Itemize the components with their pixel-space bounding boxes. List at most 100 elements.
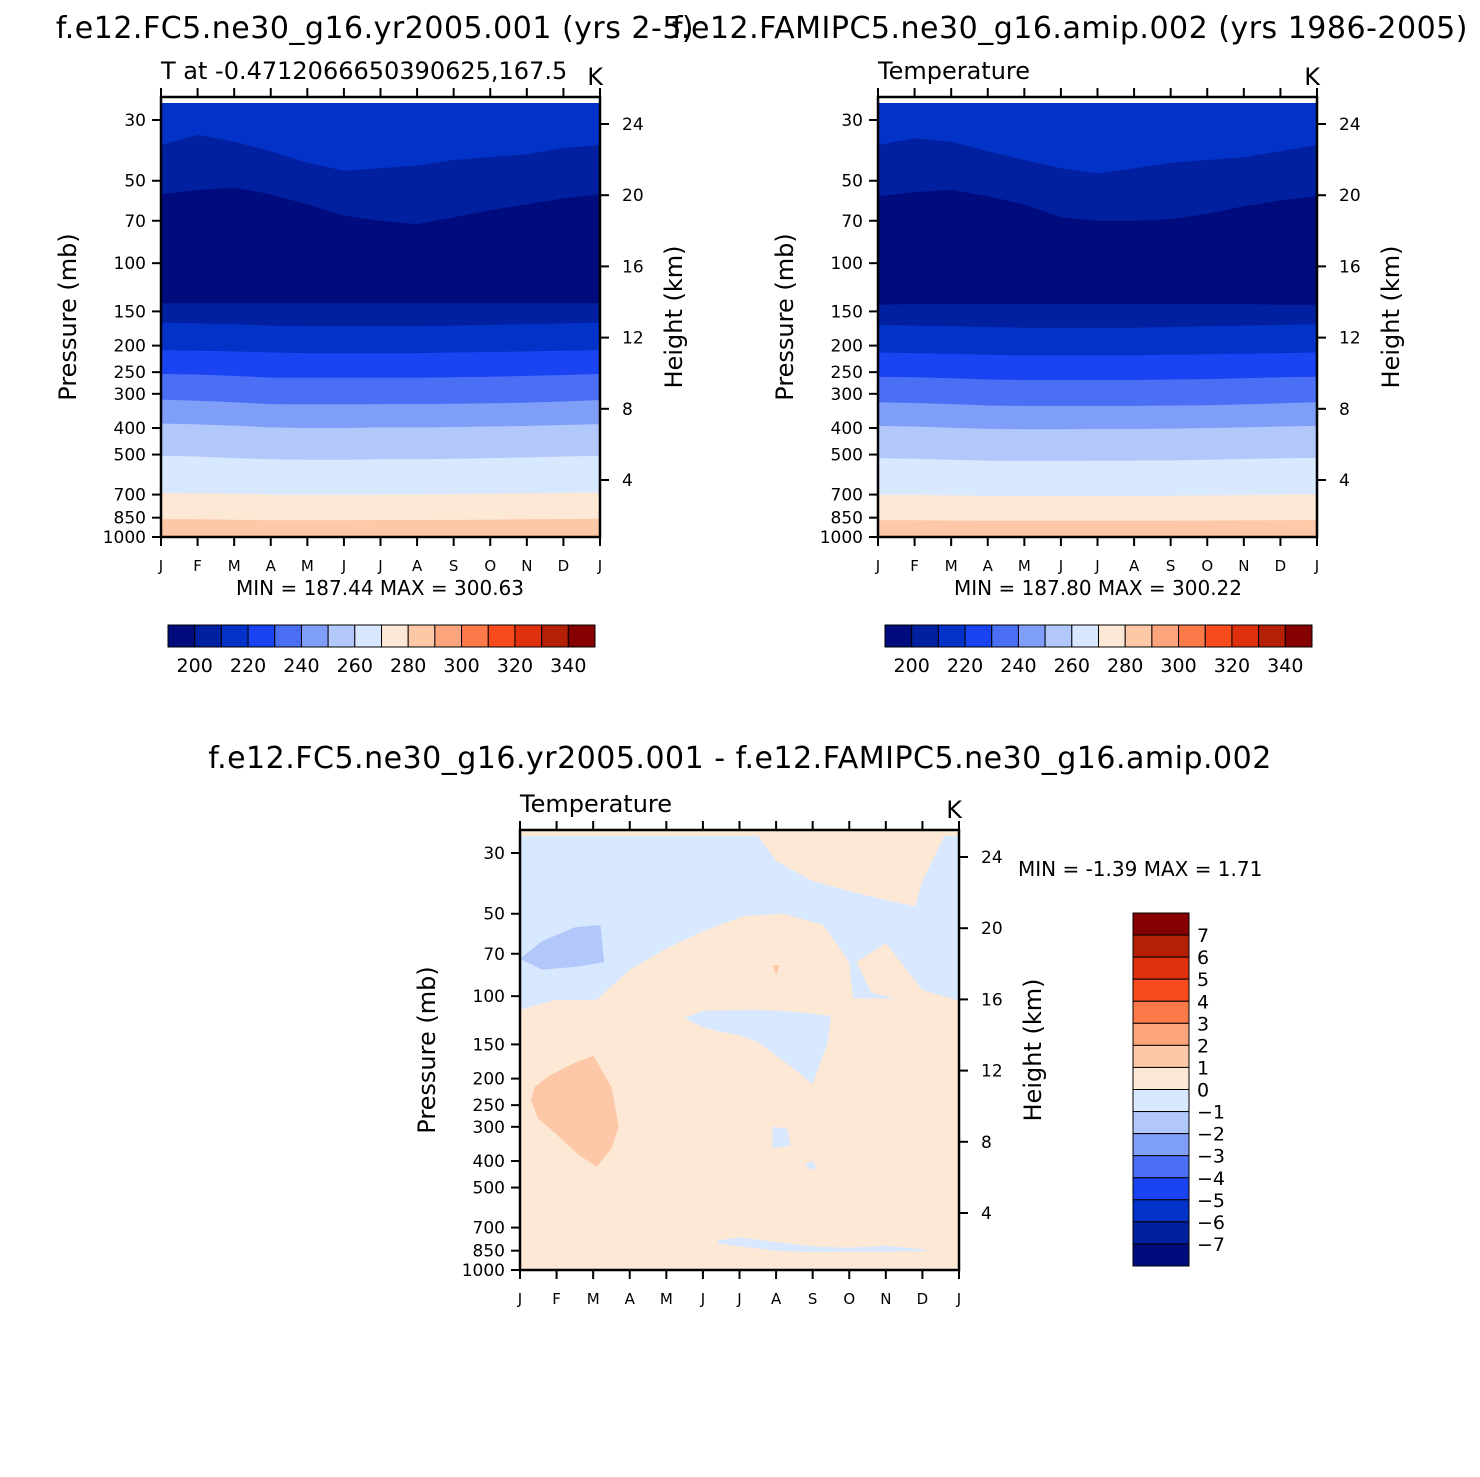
- x-tick-label: J: [1058, 557, 1063, 575]
- x-tick-label: O: [484, 557, 496, 575]
- colorbar-label: 1: [1197, 1057, 1209, 1079]
- x-tick-label: M: [945, 557, 958, 575]
- colorbar-label: 320: [1214, 655, 1250, 677]
- colorbar-swatch: [1231, 624, 1260, 648]
- colorbar-swatch: [300, 624, 329, 648]
- height-tick-label: 4: [981, 1204, 992, 1224]
- x-tick-label: M: [228, 557, 241, 575]
- x-tick-label: J: [700, 1290, 705, 1308]
- x-tick-label: S: [449, 557, 459, 575]
- colorbar-label: 0: [1197, 1080, 1209, 1102]
- colorbar-label: −2: [1197, 1124, 1225, 1146]
- colorbar-swatch: [220, 624, 249, 648]
- colorbar-swatch: [167, 624, 196, 648]
- colorbar-swatch: [1017, 624, 1046, 648]
- x-tick-label: J: [1314, 557, 1319, 575]
- pressure-tick-label: 30: [841, 111, 863, 131]
- colorbar-swatch: [991, 624, 1019, 648]
- x-tick-label: J: [158, 557, 163, 575]
- colorbar-swatch: [1132, 956, 1190, 980]
- colorbar-swatch: [1132, 934, 1190, 958]
- panel-3: J F M A M J J A S O N D J305070100150200250300400500…: [208, 741, 1271, 1308]
- x-tick-label: A: [266, 557, 277, 575]
- x-tick-label: D: [1275, 557, 1287, 575]
- x-tick-label: M: [660, 1290, 673, 1308]
- pressure-tick-label: 150: [114, 302, 146, 322]
- pressure-tick-label: 1000: [103, 528, 146, 548]
- contour-negative-tiny-patch: [805, 1161, 817, 1170]
- y-axis-label-left: Pressure (mb): [54, 233, 82, 400]
- colorbar-label: −6: [1197, 1212, 1225, 1234]
- colorbar-swatch: [1098, 624, 1126, 648]
- x-tick-label: S: [808, 1290, 818, 1308]
- x-tick-label: F: [552, 1290, 561, 1308]
- colorbar-label: 300: [443, 655, 479, 677]
- colorbar-label: −1: [1197, 1102, 1225, 1124]
- height-tick-label: 12: [1339, 329, 1361, 349]
- colorbar-label: 340: [550, 655, 586, 677]
- colorbar-label: 280: [1107, 655, 1143, 677]
- pressure-tick-label: 30: [124, 111, 146, 131]
- colorbar-swatch: [274, 624, 302, 648]
- x-tick-label: D: [917, 1290, 929, 1308]
- units-label: K: [587, 63, 604, 91]
- colorbar-swatch: [407, 624, 436, 648]
- pressure-tick-label: 200: [473, 1070, 505, 1090]
- pressure-tick-label: 50: [483, 905, 505, 925]
- contour-negative-lower-left: [520, 925, 605, 970]
- pressure-tick-label: 300: [114, 385, 146, 405]
- colorbar-swatch: [1132, 1044, 1190, 1068]
- colorbar-label: 240: [283, 655, 319, 677]
- chart-title: f.e12.FC5.ne30_g16.yr2005.001 (yrs 2-5): [56, 11, 694, 46]
- panel-2: J F M A M J J A S O N D J305070100150200250300400500…: [672, 11, 1467, 677]
- colorbar-label: 340: [1267, 655, 1303, 677]
- x-tick-label: A: [625, 1290, 636, 1308]
- pressure-tick-label: 70: [841, 212, 863, 232]
- colorbar-swatch: [1132, 1066, 1190, 1090]
- colorbar-swatch: [1132, 912, 1190, 936]
- x-tick-label: A: [983, 557, 994, 575]
- pressure-tick-label: 70: [483, 945, 505, 965]
- subtitle-left: Temperature: [877, 57, 1030, 85]
- pressure-tick-label: 400: [114, 419, 146, 439]
- colorbar-label: −5: [1197, 1190, 1225, 1212]
- colorbar-label: 5: [1197, 969, 1209, 991]
- x-tick-label: J: [1094, 557, 1099, 575]
- x-tick-label: J: [875, 557, 880, 575]
- colorbar-label: −3: [1197, 1146, 1225, 1168]
- colorbar-label: 2: [1197, 1035, 1209, 1057]
- x-tick-label: M: [587, 1290, 600, 1308]
- x-tick-label: A: [412, 557, 423, 575]
- colorbar-label: 220: [947, 655, 983, 677]
- colorbar-swatch: [434, 624, 463, 648]
- subtitle-left: Temperature: [519, 790, 672, 818]
- height-tick-label: 4: [1339, 471, 1350, 491]
- colorbar-swatch: [487, 624, 516, 648]
- colorbar-swatch: [1132, 1177, 1190, 1201]
- contour-band-11: [878, 520, 1317, 537]
- pressure-tick-label: 400: [473, 1152, 505, 1172]
- pressure-tick-label: 500: [473, 1179, 505, 1199]
- pressure-tick-label: 30: [483, 844, 505, 864]
- pressure-tick-label: 200: [831, 337, 863, 357]
- x-tick-label: N: [880, 1290, 891, 1308]
- contour-fills: [520, 830, 959, 1270]
- colorbar-swatch: [381, 624, 409, 648]
- colorbar-swatch: [1132, 1000, 1190, 1024]
- colorbar-swatch: [567, 624, 596, 648]
- colorbar-label: 300: [1160, 655, 1196, 677]
- y-axis-label-right: Height (km): [1019, 979, 1047, 1122]
- height-tick-label: 24: [981, 848, 1003, 868]
- pressure-tick-label: 250: [831, 363, 863, 383]
- colorbar-swatch: [1124, 624, 1153, 648]
- colorbar-swatch: [1132, 1199, 1190, 1223]
- height-tick-label: 12: [981, 1062, 1003, 1082]
- height-tick-label: 12: [622, 329, 644, 349]
- contour-negative-small-patch: [772, 1126, 791, 1149]
- colorbar: 200 220 240 260 280 300 320 340: [167, 624, 596, 677]
- pressure-tick-label: 200: [114, 337, 146, 357]
- colorbar-swatch: [1151, 624, 1180, 648]
- colorbar-swatch: [1132, 978, 1190, 1002]
- colorbar-swatch: [1132, 1243, 1190, 1267]
- pressure-tick-label: 700: [473, 1219, 505, 1239]
